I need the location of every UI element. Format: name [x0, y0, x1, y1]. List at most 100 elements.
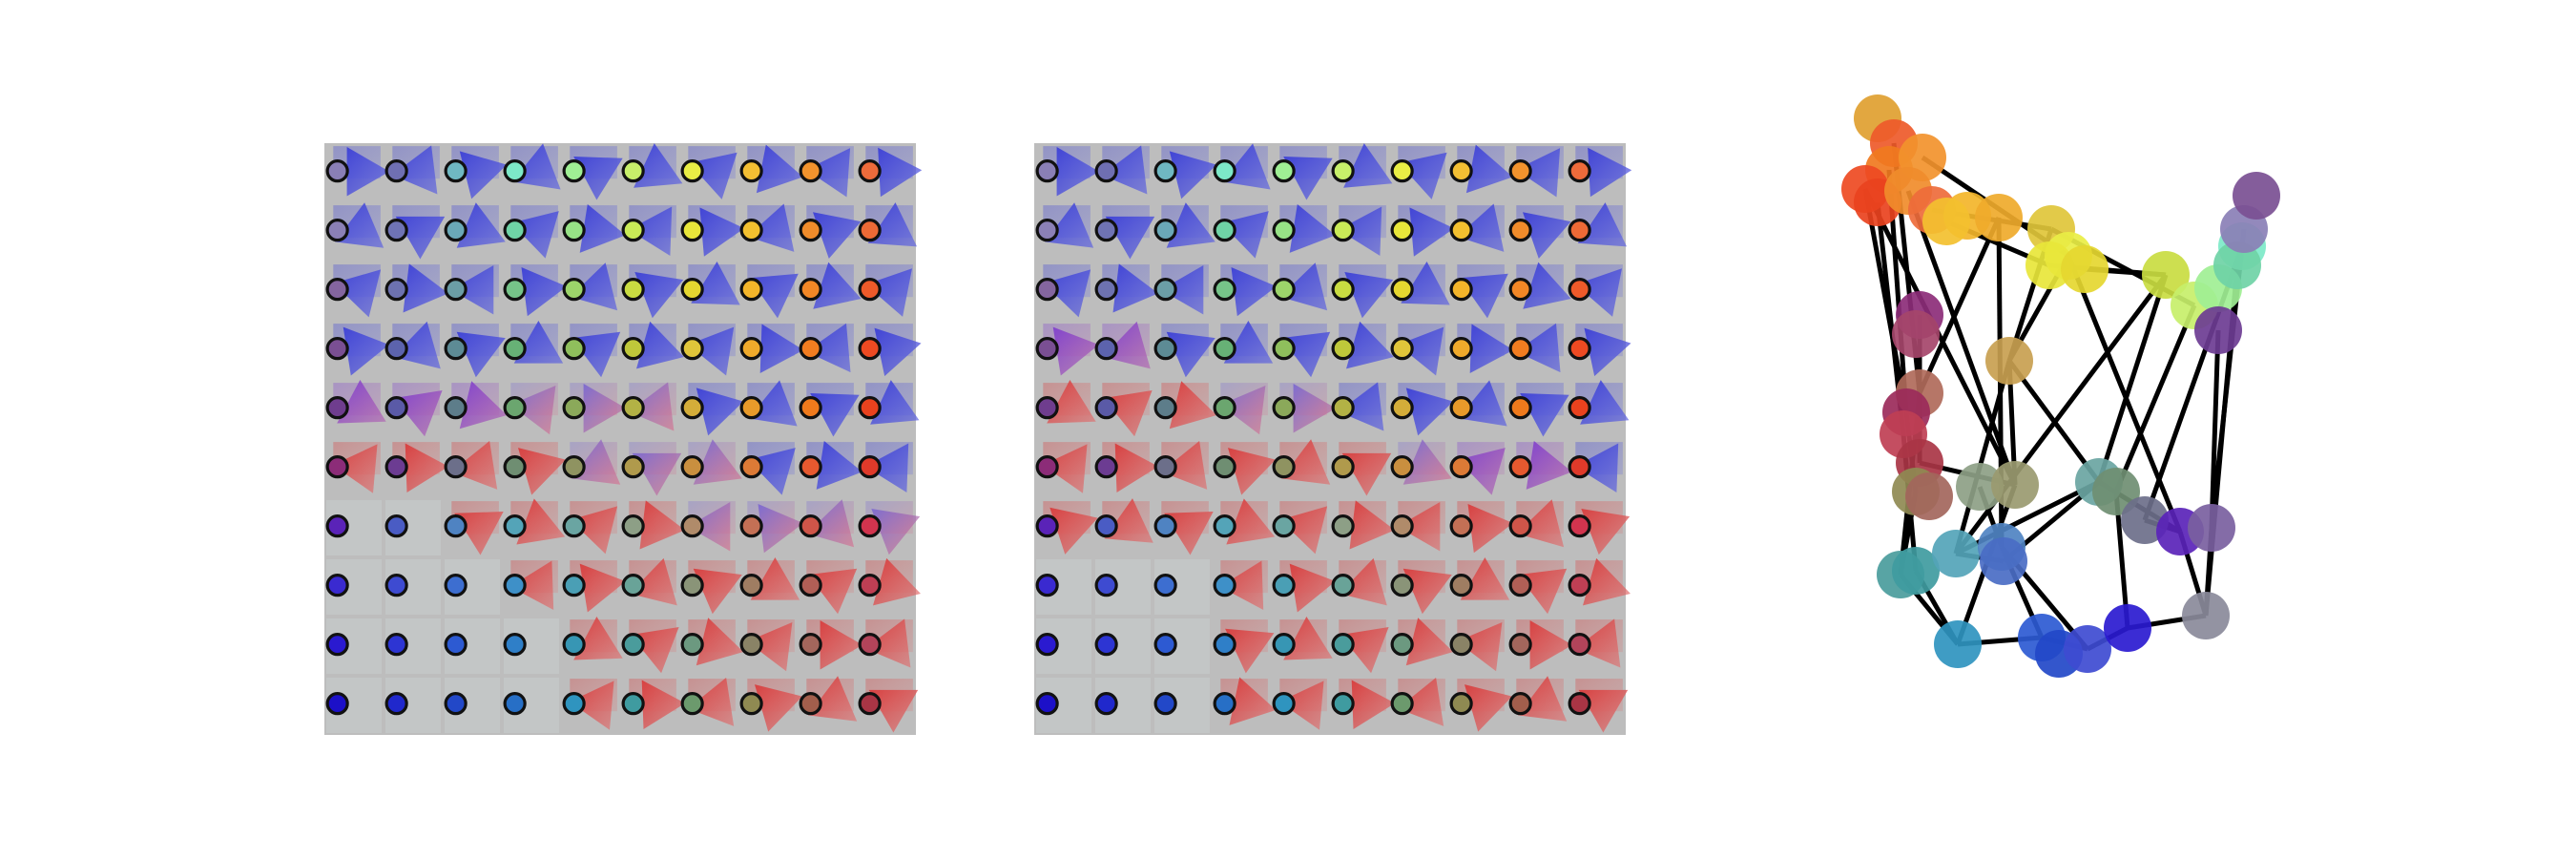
grid-marker	[1568, 633, 1591, 657]
grid-tile	[858, 501, 921, 555]
grid-tile	[503, 442, 566, 495]
grid-tile	[1153, 264, 1209, 315]
grid-marker	[739, 219, 763, 242]
grid-tile	[858, 679, 919, 733]
grid-tile	[1213, 560, 1268, 610]
grid-tile	[1390, 383, 1454, 436]
grid-tile	[799, 323, 854, 373]
grid-tile	[739, 264, 799, 319]
grid-tile	[739, 619, 795, 672]
grid-tile	[799, 499, 855, 548]
grid-tile	[621, 619, 679, 674]
grid-marker	[739, 455, 763, 479]
grid-tile	[1568, 202, 1628, 247]
grid-marker	[1449, 159, 1473, 183]
grid-tile	[503, 383, 558, 435]
grid-tile	[1094, 678, 1151, 733]
grid-marker	[799, 396, 822, 420]
grid-marker	[562, 278, 586, 302]
grid-marker	[384, 396, 408, 420]
grid-marker	[444, 574, 467, 597]
graph-edge	[2209, 329, 2221, 529]
grid-tile	[1390, 439, 1452, 485]
grid-marker	[384, 633, 408, 657]
grid-tile	[799, 383, 860, 437]
grid-marker	[503, 278, 527, 302]
grid-marker	[503, 692, 527, 716]
grid-tile	[1390, 324, 1445, 376]
grid-marker	[1153, 219, 1177, 242]
grid-tile	[739, 679, 802, 732]
grid-tile	[384, 383, 443, 437]
grid-marker	[1508, 396, 1532, 420]
grid-tile	[1390, 205, 1455, 257]
grid-marker	[1449, 396, 1473, 420]
grid-tile	[1331, 500, 1395, 550]
grid-tile	[680, 618, 744, 666]
grid-tile	[1449, 144, 1513, 194]
grid-tile	[503, 264, 567, 317]
grid-tile	[1331, 264, 1394, 319]
grid-tile	[1094, 383, 1153, 437]
grid-marker	[1094, 692, 1118, 716]
grid-tile	[1272, 439, 1331, 485]
grid-tile	[325, 559, 382, 615]
grid-marker	[858, 574, 882, 597]
grid-tile	[1213, 321, 1274, 364]
grid-marker	[444, 396, 467, 420]
grid-marker	[1508, 514, 1532, 538]
grid-tile	[621, 382, 676, 431]
grid-tile	[503, 498, 566, 545]
grid-tile	[444, 618, 500, 674]
grid-left-panel	[324, 143, 923, 735]
grid-marker	[739, 159, 763, 183]
grid-marker	[680, 574, 704, 597]
grid-tile	[1153, 559, 1210, 615]
grid-tile	[1035, 380, 1096, 424]
grid-tile	[562, 679, 617, 730]
graph-edge	[2096, 274, 2169, 483]
grid-tile	[444, 324, 506, 378]
grid-middle-panel	[1034, 143, 1632, 735]
grid-marker	[1568, 455, 1591, 479]
grid-marker	[325, 219, 349, 242]
grid-tile	[503, 560, 558, 610]
grid-marker	[1153, 396, 1177, 420]
grid-marker	[1035, 278, 1059, 302]
grid-tile	[1331, 442, 1392, 496]
grid-marker	[1508, 337, 1532, 361]
grid-tile	[1272, 204, 1336, 253]
grid-tile	[1094, 205, 1155, 260]
graph-node	[1892, 310, 1940, 358]
grid-tile	[1331, 619, 1389, 674]
grid-marker	[1272, 633, 1296, 657]
grid-marker	[384, 219, 408, 242]
grid-marker	[503, 159, 527, 183]
grid-marker	[799, 633, 822, 657]
grid-tile	[384, 321, 441, 369]
grid-tile	[1035, 146, 1100, 197]
grid-marker	[503, 633, 527, 657]
grid-marker	[325, 159, 349, 183]
grid-marker	[1508, 455, 1532, 479]
grid-marker	[1390, 278, 1414, 302]
graph-right-panel	[1841, 94, 2280, 678]
grid-tile	[621, 679, 686, 729]
grid-tile	[1568, 324, 1631, 377]
grid-tile	[1035, 324, 1099, 376]
grid-tile	[562, 617, 623, 660]
grid-marker	[1568, 396, 1591, 420]
grid-tile	[1035, 202, 1094, 248]
grid-tile	[739, 144, 803, 194]
grid-tile	[621, 442, 682, 496]
grid-tile	[1094, 263, 1158, 313]
grid-tile	[1508, 619, 1573, 670]
graph-edge	[1905, 190, 2018, 486]
grid-tile	[858, 557, 921, 606]
grid-marker	[1035, 455, 1059, 479]
graph-node	[1922, 198, 1970, 245]
grid-tile	[444, 264, 499, 315]
grid-tile	[1449, 442, 1506, 495]
graph-node	[1905, 472, 1953, 520]
grid-marker	[1449, 633, 1473, 657]
